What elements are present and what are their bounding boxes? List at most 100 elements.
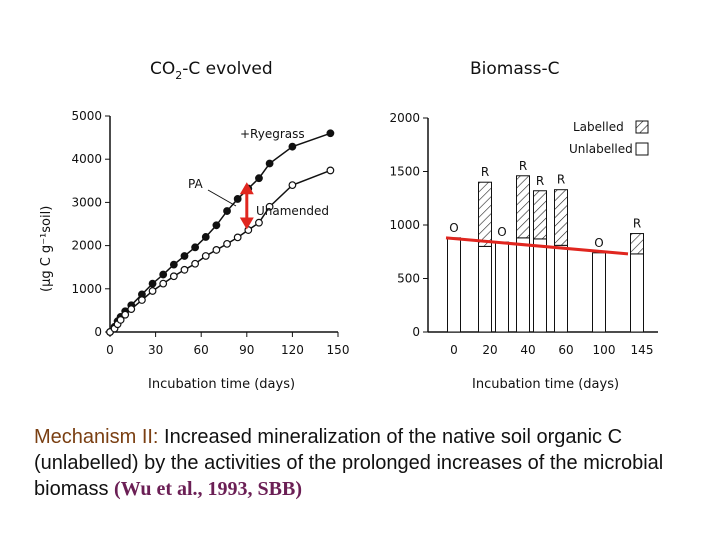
unamended-data-point [116,316,125,324]
ryegrass-data-point [255,174,263,183]
bar-label: R [557,173,565,187]
pa-red-arrow [239,182,254,230]
biomass-x-tick-label: 145 [631,343,654,357]
unlabelled-bar [516,237,530,333]
unlabelled-bar [592,252,606,333]
ryegrass-series-label: +Ryegrass [240,127,305,141]
biomass-tick-labels: 0 500 1000 1500 2000 0 20 40 60 100 145 [389,111,653,357]
biomass-y-tick-label: 1500 [389,165,420,179]
ryegrass-data-point [233,195,242,203]
bar-label: O [497,225,506,239]
co2-y-tick-label: 4000 [71,152,102,166]
pa-annotation: PA [188,177,203,191]
biomass-y-tick-label: 2000 [389,111,420,125]
legend-unlabelled-swatch [635,142,649,156]
co2-x-tick-label: 60 [194,343,209,357]
biomass-x-tick-label: 60 [558,343,573,357]
biomass-trend-line [445,236,629,256]
co2-y-tick-label: 3000 [71,195,102,209]
biomass-y-tick-label: 500 [397,272,420,286]
co2-title-subscript: 2 [175,69,182,82]
unamended-series-label: Unamended [256,204,329,218]
unamended-data-point [121,310,130,319]
co2-axes [105,115,339,337]
bar-label: R [633,217,641,231]
biomass-bars [447,175,644,333]
caption-lead: Mechanism II: [34,426,159,448]
co2-tick-labels: 0 30 60 90 120 150 0 1000 2000 3000 4000 5000 [71,109,349,357]
ryegrass-data-point [159,270,168,279]
ryegrass-data-point [288,142,297,151]
ryegrass-data-point [169,260,178,269]
unamended-data-point [159,279,168,288]
biomass-x-tick-label: 0 [450,343,458,357]
figure: CO2-C evolved 0 30 60 90 120 1500100020003000… [39,59,658,392]
unamended-data-point [180,265,189,274]
legend-unlabelled-text: Unlabelled [569,142,633,156]
unamended-data-point [265,202,274,211]
unamended-data-point [127,305,136,314]
labelled-bar [554,189,568,246]
unamended-data-point [212,246,221,254]
bar-label: R [536,174,544,188]
labelled-bar [516,175,530,239]
unamended-data-point [169,272,178,281]
ryegrass-data-point [223,207,231,215]
unamended-data-point [288,181,297,190]
unlabelled-bar [630,253,644,333]
biomass-y-tick-label: 1000 [389,218,420,232]
unlabelled-bar [447,237,461,333]
unlabelled-bar [533,238,547,333]
co2-chart-title: CO2-C evolved [150,59,273,82]
ryegrass-data-point [180,252,189,260]
co2-y-tick-label: 1000 [71,282,102,296]
ryegrass-data-point [191,243,200,252]
labelled-bar [533,190,547,240]
co2-title-part2: -C evolved [182,59,272,79]
co2-x-axis-label: Incubation time (days) [148,377,295,392]
unamended-data-point [191,259,200,268]
unlabelled-bar [554,244,568,333]
unamended-data-point [255,218,263,227]
unlabelled-bar [478,245,492,333]
trend-line [445,236,629,256]
co2-y-axis-label: (μg C g⁻¹soil) [39,206,54,292]
unamended-data-point [223,239,231,248]
unamended-data-point [326,166,335,175]
ryegrass-data-point [212,221,221,230]
co2-series-points [106,129,335,336]
pa-pointer-line [207,189,237,207]
co2-title-part1: CO [150,59,175,79]
co2-x-tick-label: 150 [327,343,350,357]
ryegrass-data-point [201,233,210,241]
co2-x-tick-label: 0 [106,343,114,357]
ryegrass-data-point [265,159,274,168]
unamended-data-point [148,287,157,295]
co2-y-tick-label: 2000 [71,239,102,253]
unamended-data-point [233,233,242,242]
unamended-data-point [201,252,210,260]
co2-x-tick-label: 30 [148,343,163,357]
co2-y-tick-label: 5000 [71,109,102,123]
biomass-x-tick-label: 40 [520,343,535,357]
bar-label: O [594,236,603,250]
legend-labelled-text: Labelled [573,120,624,134]
unamended-data-point [138,296,146,304]
biomass-x-tick-label: 20 [482,343,497,357]
caption-body: Increased mineralization of the native s… [34,426,664,500]
biomass-x-tick-label: 100 [593,343,616,357]
legend-labelled-swatch [635,120,649,134]
co2-x-tick-label: 90 [239,343,254,357]
labelled-bar [478,181,492,247]
ryegrass-data-point [148,279,157,288]
bar-label: O [449,221,458,235]
co2-series-line-unamended [109,169,331,333]
pa-arrow-head-bottom [239,217,254,230]
pa-arrow-head-top [239,182,254,195]
caption: Mechanism II: Increased mineralization o… [34,424,704,502]
biomass-y-tick-label: 0 [412,325,420,339]
bar-label: R [481,165,489,179]
co2-x-tick-label: 120 [281,343,304,357]
